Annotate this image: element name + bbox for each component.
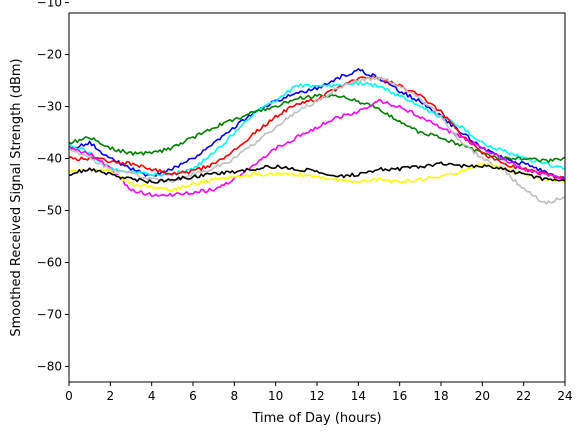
y-tick-label: −70 [37, 307, 62, 321]
x-tick-label: 14 [351, 389, 366, 403]
y-axis-label: Smoothed Received Signal Strength (dBm) [9, 58, 24, 336]
x-tick-label: 12 [309, 389, 324, 403]
y-tick-label: −50 [37, 203, 62, 217]
y-tick-label: −30 [37, 100, 62, 114]
x-tick-label: 24 [557, 389, 572, 403]
x-tick-label: 4 [148, 389, 156, 403]
y-tick-label: −60 [37, 255, 62, 269]
x-tick-label: 10 [268, 389, 283, 403]
x-axis-ticks: 0 2 4 6 8 10 12 14 16 18 20 22 24 [65, 382, 573, 403]
series-line-silver [68, 75, 566, 205]
series-line-cyan [68, 81, 566, 177]
x-tick-label: 22 [516, 389, 531, 403]
series-layer [68, 68, 566, 205]
y-tick-label: −80 [37, 359, 62, 373]
y-tick-label: −40 [37, 152, 62, 166]
series-line-red [68, 75, 566, 180]
x-tick-label: 2 [107, 389, 115, 403]
x-tick-label: 20 [475, 389, 490, 403]
series-line-magenta [68, 98, 566, 198]
x-axis-label: Time of Day (hours) [251, 411, 381, 426]
series-line-green [68, 93, 566, 164]
y-tick-label: −10 [37, 0, 62, 10]
series-line-yellow [68, 162, 566, 193]
x-tick-label: 8 [231, 389, 239, 403]
x-tick-label: 16 [392, 389, 407, 403]
x-tick-label: 6 [189, 389, 197, 403]
y-axis-ticks: −80 −70 −60 −50 −40 −30 −20 −10 [37, 0, 69, 373]
series-line-black [68, 161, 566, 184]
y-tick-label: −20 [37, 48, 62, 62]
x-tick-label: 0 [65, 389, 73, 403]
x-tick-label: 18 [433, 389, 448, 403]
